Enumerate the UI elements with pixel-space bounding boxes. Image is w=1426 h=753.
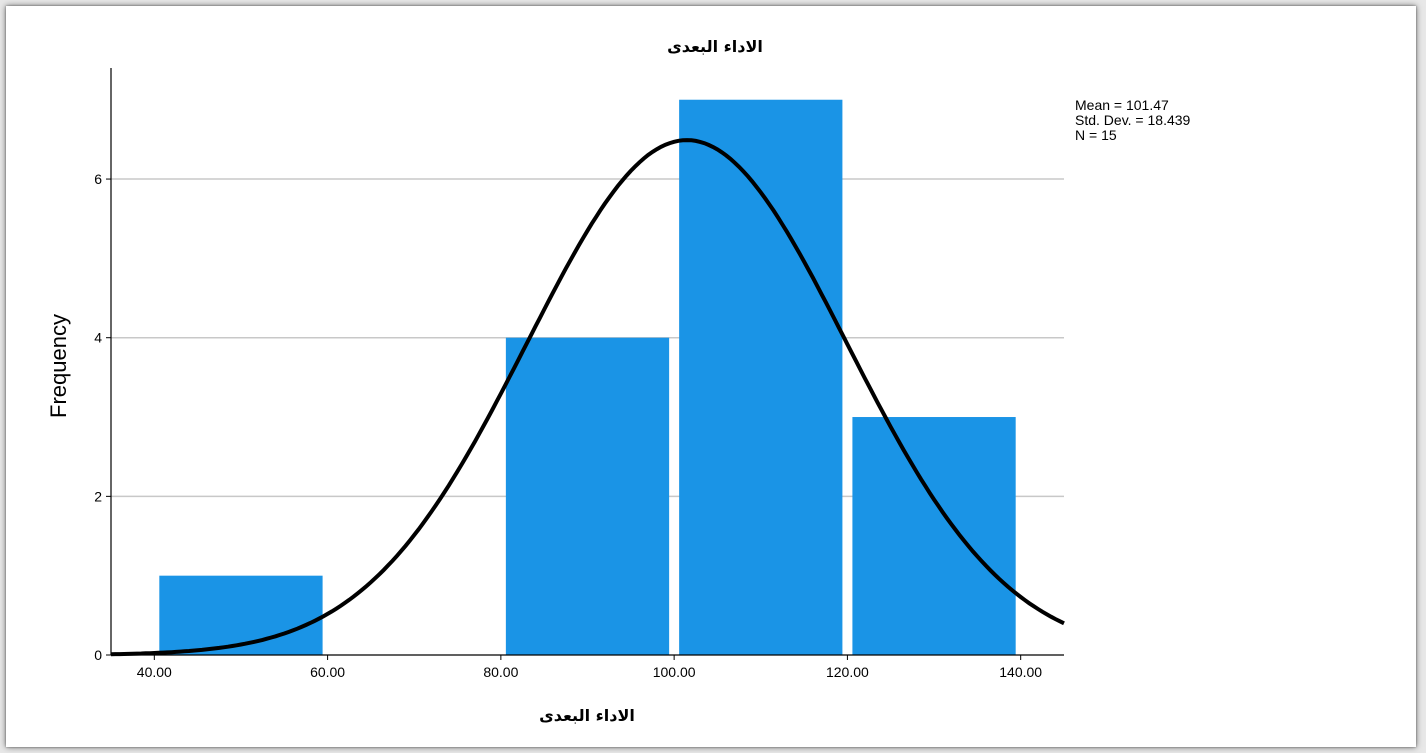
bar-100-120 bbox=[679, 99, 843, 655]
x-tick-label-40.00: 40.00 bbox=[137, 664, 172, 680]
x-axis-label: الاداء البعدى bbox=[539, 706, 635, 725]
axes bbox=[110, 68, 1064, 656]
bar-120-140 bbox=[852, 417, 1016, 655]
stats-line-1: Std. Dev. = 18.439 bbox=[1075, 112, 1191, 128]
x-tick-label-120.00: 120.00 bbox=[826, 664, 869, 680]
x-tick-label-100.00: 100.00 bbox=[653, 664, 696, 680]
x-tick-label-80.00: 80.00 bbox=[483, 664, 518, 680]
y-tick-label-2: 2 bbox=[94, 488, 102, 504]
normal-curve bbox=[110, 138, 1065, 657]
bar-40-60 bbox=[159, 575, 323, 655]
chart-title: الاداء البعدى bbox=[667, 37, 763, 56]
x-tick-label-140.00: 140.00 bbox=[999, 664, 1042, 680]
bar-80-100 bbox=[505, 337, 670, 655]
y-tick-label-4: 4 bbox=[94, 330, 102, 346]
y-axis-label: Frequency bbox=[46, 314, 71, 418]
bars bbox=[159, 99, 1016, 655]
stats-line-0: Mean = 101.47 bbox=[1075, 97, 1169, 113]
y-tick-label-0: 0 bbox=[94, 647, 102, 663]
tick-labels: 40.00 60.00 80.00 100.00 120.00 140.00 0 2 4 6 bbox=[94, 171, 1042, 680]
stats-line-2: N = 15 bbox=[1075, 127, 1117, 143]
x-tick-label-60.00: 60.00 bbox=[310, 664, 345, 680]
y-tick-label-6: 6 bbox=[94, 171, 102, 187]
